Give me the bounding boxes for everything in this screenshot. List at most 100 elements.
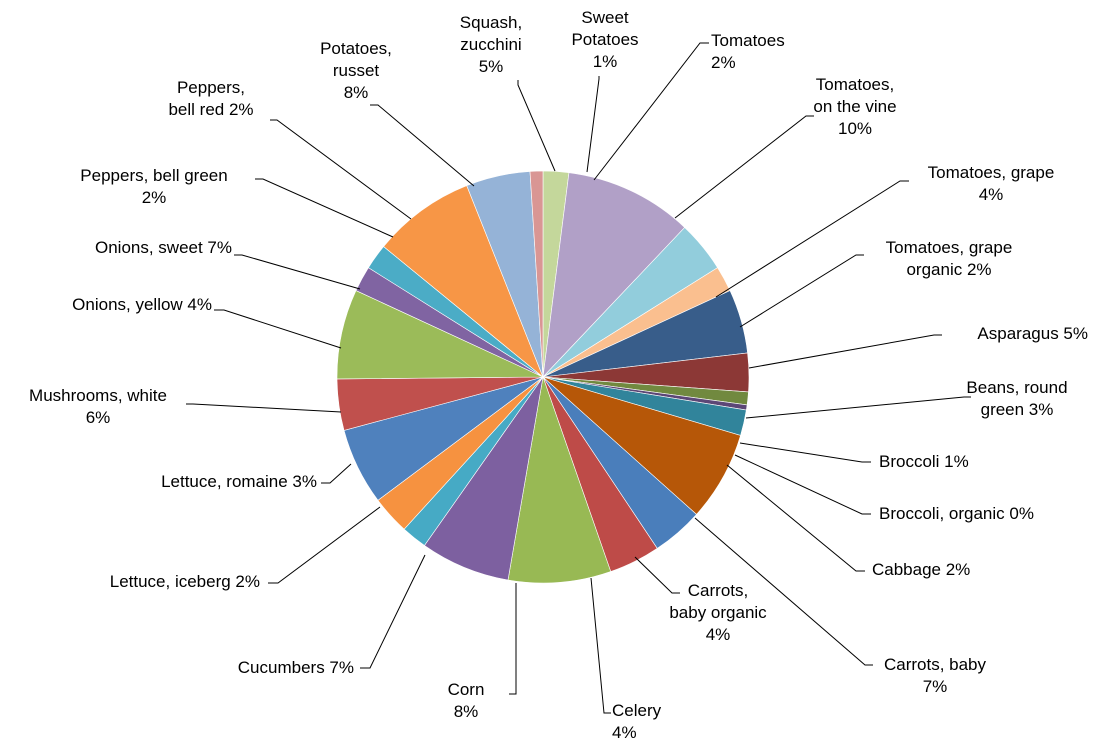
leader-line-tomatoes-grape-organic bbox=[739, 254, 864, 328]
label-broccoli-organic: Broccoli, organic 0% bbox=[879, 504, 1034, 523]
label-line: Corn bbox=[448, 680, 485, 699]
label-lettuce-iceberg: Lettuce, iceberg 2% bbox=[110, 572, 260, 591]
label-line: Asparagus 5% bbox=[977, 324, 1088, 343]
leader-line-cabbage bbox=[726, 464, 865, 572]
label-line: 2% bbox=[711, 53, 736, 72]
label-line: russet bbox=[333, 61, 380, 80]
leader-line-tomatoes bbox=[593, 42, 709, 181]
label-line: 4% bbox=[979, 185, 1004, 204]
label-corn: Corn 8% bbox=[448, 680, 485, 721]
label-mushrooms-white: Mushrooms, white 6% bbox=[29, 386, 167, 427]
label-potatoes-russet: Potatoes, russet 8% bbox=[320, 39, 392, 102]
slice-sweet-potatoes bbox=[529, 170, 544, 378]
label-line: 5% bbox=[479, 57, 504, 76]
label-line: Cucumbers 7% bbox=[238, 658, 354, 677]
label-line: 8% bbox=[344, 83, 369, 102]
label-line: Mushrooms, white bbox=[29, 386, 167, 405]
label-carrots-baby: Carrots, baby 7% bbox=[884, 655, 987, 696]
label-broccoli: Broccoli 1% bbox=[879, 452, 969, 471]
leader-line-corn bbox=[509, 583, 517, 695]
label-line: Squash, bbox=[460, 13, 522, 32]
slice-corn bbox=[507, 375, 612, 584]
leader-line-sweet-potatoes bbox=[586, 76, 600, 173]
leader-line-broccoli bbox=[739, 442, 871, 463]
leader-line-mushrooms-white bbox=[186, 403, 342, 413]
label-tomatoes: Tomatoes 2% bbox=[711, 31, 785, 72]
label-line: Sweet bbox=[581, 8, 629, 27]
leader-line-tomatoes-grape bbox=[715, 180, 909, 298]
leader-line-potatoes-russet bbox=[370, 104, 475, 187]
slice-labels: Tomatoes 2%Tomatoes, on the vine 10%Tomatoe… bbox=[29, 8, 1088, 742]
label-line: Lettuce, romaine 3% bbox=[161, 472, 317, 491]
label-line: Peppers, bbox=[177, 78, 245, 97]
leader-line-cucumbers bbox=[360, 554, 426, 669]
label-line: Peppers, bell green bbox=[80, 166, 227, 185]
label-line: 6% bbox=[86, 408, 111, 427]
label-line: Tomatoes, bbox=[816, 75, 894, 94]
slice-potatoes-russet bbox=[383, 185, 544, 378]
label-line: baby organic bbox=[669, 603, 767, 622]
leader-line-carrots-baby-organic bbox=[634, 556, 680, 594]
label-cucumbers: Cucumbers 7% bbox=[238, 658, 354, 677]
label-peppers-bell-red: Peppers, bell red 2% bbox=[168, 78, 253, 119]
leader-line-tomatoes-on-the-vine bbox=[674, 115, 814, 219]
leader-line-celery bbox=[590, 577, 611, 714]
label-celery: Celery 4% bbox=[612, 701, 662, 742]
label-line: 7% bbox=[923, 677, 948, 696]
leader-line-lettuce-romaine bbox=[321, 463, 352, 484]
label-line: Tomatoes, grape bbox=[928, 163, 1055, 182]
label-lettuce-romaine: Lettuce, romaine 3% bbox=[161, 472, 317, 491]
leader-line-onions-sweet bbox=[234, 254, 361, 290]
slice-tomatoes-on-the-vine bbox=[542, 172, 686, 378]
label-line: Carrots, baby bbox=[884, 655, 987, 674]
leader-line-peppers-bell-green bbox=[255, 178, 394, 238]
leader-lines bbox=[186, 42, 971, 714]
label-line: organic 2% bbox=[906, 260, 991, 279]
label-squash-zucchini: Squash, zucchini 5% bbox=[460, 13, 522, 76]
label-line: Tomatoes, grape bbox=[886, 238, 1013, 257]
leader-line-peppers-bell-red bbox=[270, 119, 412, 220]
label-sweet-potatoes: Sweet Potatoes 1% bbox=[571, 8, 638, 71]
label-tomatoes-on-the-vine: Tomatoes, on the vine 10% bbox=[813, 75, 896, 138]
leader-line-onions-yellow bbox=[214, 309, 342, 349]
leader-line-carrots-baby bbox=[694, 517, 873, 666]
label-tomatoes-grape: Tomatoes, grape 4% bbox=[928, 163, 1055, 204]
label-line: Beans, round bbox=[966, 378, 1067, 397]
label-onions-yellow: Onions, yellow 4% bbox=[72, 295, 212, 314]
leader-line-asparagus bbox=[748, 334, 942, 369]
label-line: Celery bbox=[612, 701, 662, 720]
label-line: 2% bbox=[142, 188, 167, 207]
label-asparagus: Asparagus 5% bbox=[977, 324, 1088, 343]
label-line: Potatoes, bbox=[320, 39, 392, 58]
label-line: 4% bbox=[706, 625, 731, 644]
label-line: Lettuce, iceberg 2% bbox=[110, 572, 260, 591]
pie-slices bbox=[336, 170, 750, 584]
label-carrots-baby-organic: Carrots, baby organic 4% bbox=[669, 581, 767, 644]
label-line: Cabbage 2% bbox=[872, 560, 970, 579]
leader-line-squash-zucchini bbox=[517, 80, 556, 172]
label-line: 10% bbox=[838, 119, 872, 138]
label-beans-round-green: Beans, round green 3% bbox=[966, 378, 1067, 419]
label-cabbage: Cabbage 2% bbox=[872, 560, 970, 579]
leader-line-lettuce-iceberg bbox=[268, 506, 381, 584]
label-line: Broccoli 1% bbox=[879, 452, 969, 471]
label-line: green 3% bbox=[981, 400, 1054, 419]
label-tomatoes-grape-organic: Tomatoes, grape organic 2% bbox=[886, 238, 1013, 279]
label-line: 8% bbox=[454, 702, 479, 721]
label-peppers-bell-green: Peppers, bell green 2% bbox=[80, 166, 227, 207]
label-line: Onions, sweet 7% bbox=[95, 238, 232, 257]
label-line: Carrots, bbox=[688, 581, 748, 600]
label-onions-sweet: Onions, sweet 7% bbox=[95, 238, 232, 257]
label-line: Broccoli, organic 0% bbox=[879, 504, 1034, 523]
label-line: zucchini bbox=[460, 35, 521, 54]
label-line: 4% bbox=[612, 723, 637, 742]
label-line: Onions, yellow 4% bbox=[72, 295, 212, 314]
leader-line-broccoli-organic bbox=[734, 454, 871, 515]
label-line: Potatoes bbox=[571, 30, 638, 49]
label-line: Tomatoes bbox=[711, 31, 785, 50]
leader-line-beans-round-green bbox=[745, 396, 971, 419]
label-line: bell red 2% bbox=[168, 100, 253, 119]
label-line: on the vine bbox=[813, 97, 896, 116]
label-line: 1% bbox=[593, 52, 618, 71]
